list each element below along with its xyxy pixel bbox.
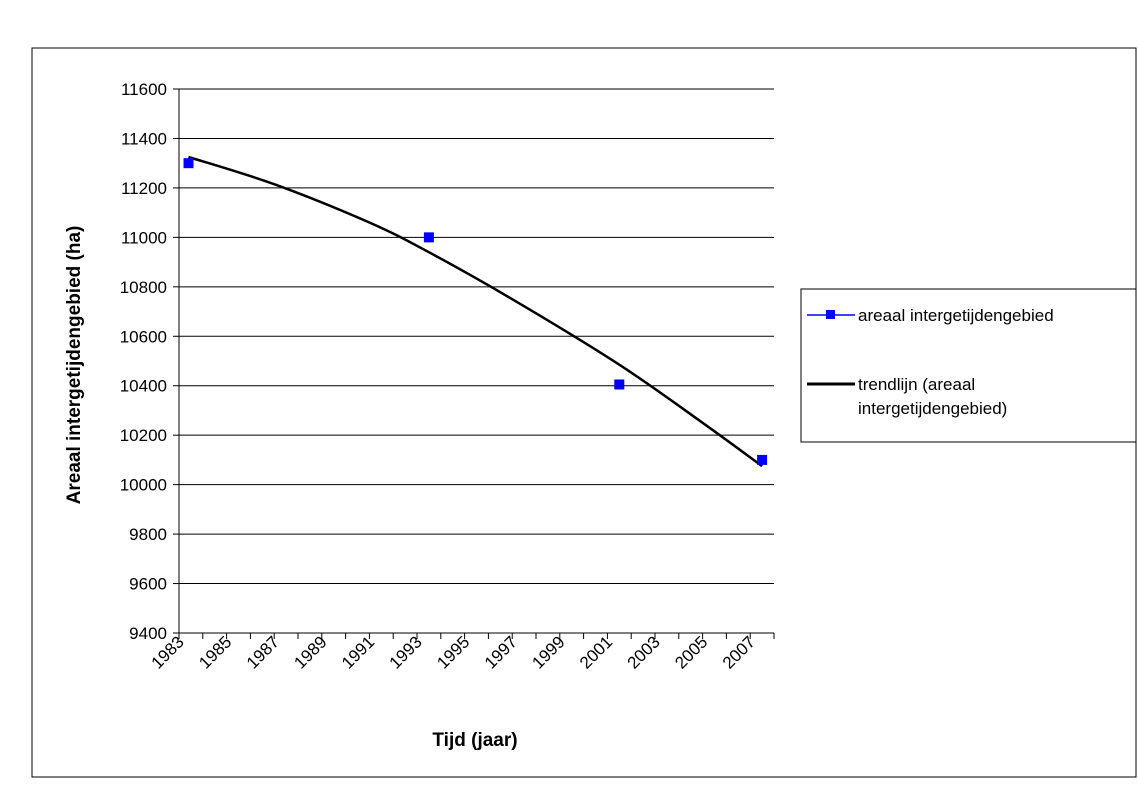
y-axis-title: Areaal intergetijdengebied (ha)	[64, 226, 85, 505]
y-tick-label: 10800	[120, 278, 167, 297]
series-layer	[183, 155, 768, 468]
legend: areaal intergetijdengebied trendlijn (ar…	[800, 288, 1137, 443]
legend-label-trendlijn-line2: intergetijdengebied)	[858, 399, 1007, 418]
y-tick-label: 9600	[129, 575, 167, 594]
y-tick-label: 9400	[129, 624, 167, 643]
legend-box	[800, 288, 1137, 443]
y-tick-label: 10600	[120, 327, 167, 346]
y-tick-label: 10000	[120, 476, 167, 495]
data-point	[614, 379, 625, 390]
x-axis-title: Tijd (jaar)	[432, 730, 517, 751]
y-tick-label: 10400	[120, 377, 167, 396]
data-point	[757, 454, 768, 465]
data-point	[423, 232, 434, 243]
y-tick-label: 11600	[121, 80, 167, 99]
y-tick-label: 10200	[120, 426, 167, 445]
legend-label-areaal: areaal intergetijdengebied	[858, 306, 1054, 325]
y-tick-label: 11400	[121, 129, 167, 148]
y-tick-label: 9800	[129, 525, 167, 544]
legend-marker-square	[826, 310, 835, 319]
y-tick-label: 11000	[121, 228, 167, 247]
data-point	[183, 158, 194, 169]
trendline-path	[188, 155, 763, 468]
y-tick-label: 11200	[121, 179, 167, 198]
legend-label-trendlijn-line1: trendlijn (areaal	[858, 375, 975, 394]
y-axis-ticks: 9400 9600 9800 10000 10200 10400 10600 10800 110…	[120, 80, 179, 643]
